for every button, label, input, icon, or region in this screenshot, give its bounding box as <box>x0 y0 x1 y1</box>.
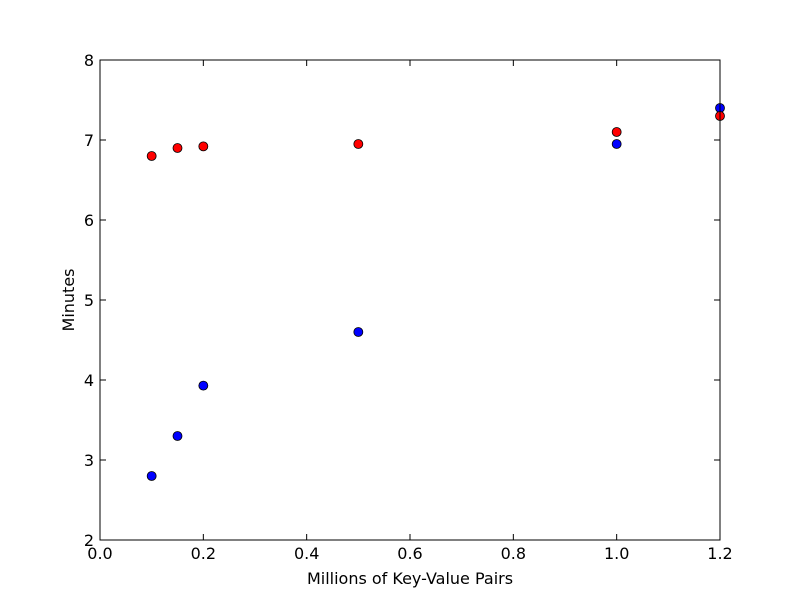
data-point-series-1 <box>172 431 183 441</box>
tick-labels: 0.0 0.2 0.4 0.6 0.8 1.0 1.2 2 3 4 5 6 7 8 <box>84 51 733 563</box>
data-point-series-2 <box>353 139 364 149</box>
data-point-series-2 <box>172 143 183 153</box>
data-point-series-1 <box>353 327 364 337</box>
x-tick-label: 0.4 <box>294 544 319 563</box>
x-tick-label: 1.0 <box>604 544 629 563</box>
x-tick-label: 0.6 <box>397 544 422 563</box>
y-tick-label: 2 <box>84 531 94 550</box>
data-point-series-1 <box>611 139 622 149</box>
y-tick-label: 3 <box>84 451 94 470</box>
y-tick-label: 4 <box>84 371 94 390</box>
plot-frame <box>99 59 721 541</box>
y-tick-label: 7 <box>84 131 94 150</box>
plot-area <box>100 60 720 540</box>
y-axis-label: Minutes <box>59 269 78 332</box>
y-tick-label: 8 <box>84 51 94 70</box>
data-point-series-2 <box>146 151 157 161</box>
x-axis-label: Millions of Key-Value Pairs <box>307 569 513 588</box>
x-tick-label: 0.2 <box>191 544 216 563</box>
data-point-series-1 <box>146 471 157 481</box>
data-point-series-2 <box>611 127 622 137</box>
y-tick-label: 6 <box>84 211 94 230</box>
x-tick-label: 0.0 <box>87 544 112 563</box>
data-point-series-2 <box>198 141 209 152</box>
x-tick-label: 1.2 <box>707 544 732 563</box>
data-points <box>146 103 725 481</box>
x-tick-label: 0.8 <box>501 544 526 563</box>
y-tick-label: 5 <box>84 291 94 310</box>
data-point-series-1 <box>198 380 209 391</box>
